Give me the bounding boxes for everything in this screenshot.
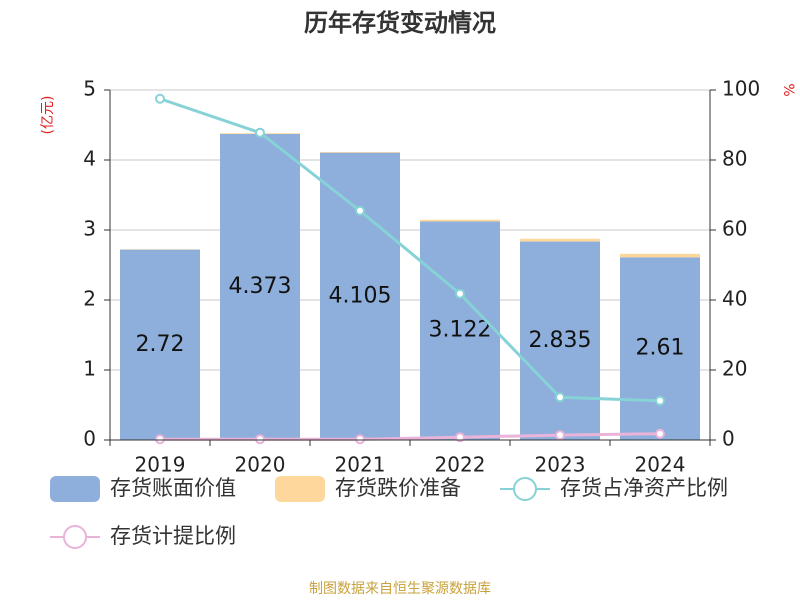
- y2-tick-label: 0: [722, 427, 735, 451]
- bar-value-label: 4.105: [329, 283, 392, 308]
- line-point: [455, 288, 465, 299]
- x-tick-label: 2024: [635, 453, 686, 477]
- bar: [620, 253, 700, 258]
- bar: [320, 152, 400, 440]
- y2-tick-label: 20: [722, 357, 747, 381]
- legend-marker: [513, 477, 537, 501]
- line-point: [255, 127, 265, 138]
- y-tick-label: 1: [83, 357, 96, 381]
- bar: [120, 249, 200, 440]
- y2-tick-label: 60: [722, 217, 747, 241]
- line-point: [555, 392, 565, 403]
- x-tick-label: 2022: [435, 453, 486, 477]
- y2-axis-label: %: [780, 83, 796, 96]
- line-point: [355, 205, 365, 216]
- y-axis-label: (亿元): [40, 96, 56, 135]
- legend-swatch: [50, 476, 100, 502]
- bar-value-label: 2.835: [529, 328, 592, 353]
- line-point: [455, 432, 465, 443]
- chart-title: 历年存货变动情况: [304, 9, 496, 37]
- line-point: [655, 395, 665, 406]
- bar: [520, 238, 600, 242]
- line-point: [655, 428, 665, 439]
- legend-marker: [63, 525, 87, 549]
- y-tick-label: 5: [83, 77, 96, 101]
- x-tick-label: 2020: [235, 453, 286, 477]
- bar: [420, 221, 500, 440]
- bar-value-label: 3.122: [429, 318, 492, 343]
- line: [159, 97, 661, 403]
- bar-value-label: 2.72: [136, 332, 185, 357]
- legend-label: 存货账面价值: [110, 476, 236, 500]
- y-tick-label: 4: [83, 147, 96, 171]
- line: [160, 432, 661, 441]
- bar-value-label: 4.373: [229, 274, 292, 299]
- legend-label: 存货占净资产比例: [560, 476, 728, 500]
- x-tick-label: 2023: [535, 453, 586, 477]
- line-point: [355, 434, 365, 445]
- y-tick-label: 3: [83, 217, 96, 241]
- bar: [320, 151, 400, 153]
- x-tick-label: 2019: [135, 453, 186, 477]
- bar: [220, 133, 300, 440]
- y2-tick-label: 40: [722, 287, 747, 311]
- bar: [520, 241, 600, 440]
- line-point: [255, 434, 265, 445]
- line-point: [155, 434, 165, 445]
- source-note: 制图数据来自恒生聚源数据库: [309, 581, 491, 597]
- bar: [420, 219, 500, 222]
- y-tick-label: 2: [83, 287, 96, 311]
- y2-tick-label: 100: [722, 77, 760, 101]
- legend-label: 存货计提比例: [110, 524, 236, 548]
- bar-value-label: 2.61: [636, 336, 685, 361]
- x-tick-label: 2021: [335, 453, 386, 477]
- y-tick-label: 0: [83, 427, 96, 451]
- y2-tick-label: 80: [722, 147, 747, 171]
- line-point: [155, 93, 165, 104]
- legend-label: 存货跌价准备: [335, 476, 461, 500]
- legend-swatch: [275, 476, 325, 502]
- line-point: [555, 430, 565, 441]
- bar: [620, 257, 700, 440]
